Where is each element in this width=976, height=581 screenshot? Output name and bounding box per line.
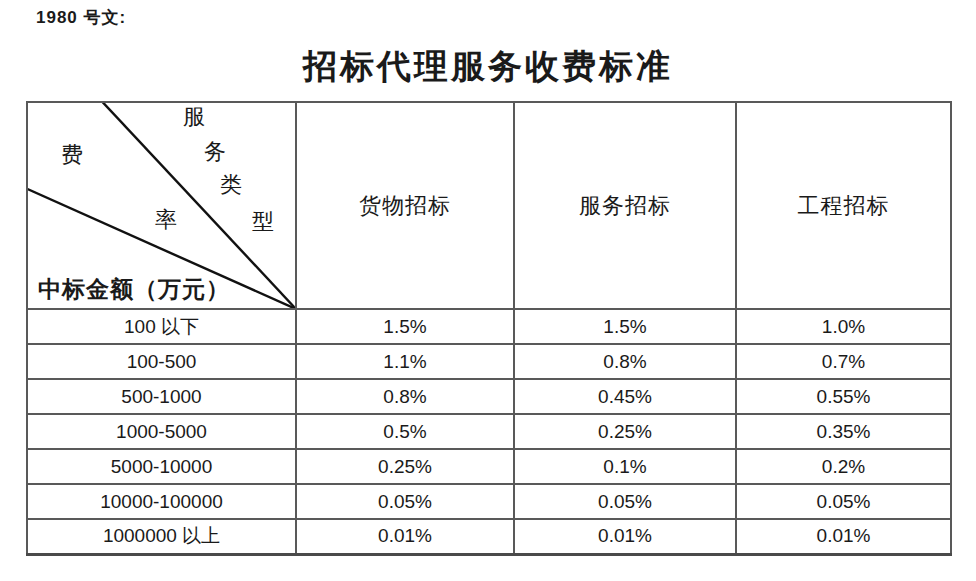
column-header-engineering: 工程招标 [736, 102, 951, 309]
page-title: 招标代理服务收费标准 [0, 44, 976, 90]
rate-cell-engineering: 0.7% [736, 344, 951, 379]
amount-cell: 1000000 以上 [27, 519, 296, 554]
rate-cell-services: 0.1% [514, 449, 736, 484]
amount-cell: 100-500 [27, 344, 296, 379]
rate-cell-services: 0.01% [514, 519, 736, 554]
rate-cell-engineering: 0.05% [736, 484, 951, 519]
rate-cell-services: 0.45% [514, 379, 736, 414]
rate-cell-goods: 0.01% [296, 519, 514, 554]
corner-type-char: 类 [219, 173, 243, 197]
table-row: 1000-5000 0.5% 0.25% 0.35% [27, 414, 951, 449]
corner-amount-label: 中标金额（万元） [38, 274, 230, 305]
table-row: 5000-10000 0.25% 0.1% 0.2% [27, 449, 951, 484]
rate-cell-goods: 1.5% [296, 309, 514, 344]
corner-type-char: 型 [251, 210, 275, 234]
amount-cell: 5000-10000 [27, 449, 296, 484]
table-row: 10000-100000 0.05% 0.05% 0.05% [27, 484, 951, 519]
column-header-services: 服务招标 [514, 102, 736, 309]
amount-cell: 100 以下 [27, 309, 296, 344]
corner-type-char: 服 [182, 105, 206, 129]
rate-cell-services: 0.05% [514, 484, 736, 519]
table-row: 1000000 以上 0.01% 0.01% 0.01% [27, 519, 951, 554]
table-corner-cell: 服 务 类 型 费 率 中标金额（万元） [27, 102, 296, 309]
rate-cell-engineering: 0.01% [736, 519, 951, 554]
rate-cell-engineering: 0.55% [736, 379, 951, 414]
rate-cell-engineering: 1.0% [736, 309, 951, 344]
rate-cell-goods: 0.05% [296, 484, 514, 519]
document-page: 1980 号文: 招标代理服务收费标准 服 务 类 型 费 [0, 0, 976, 581]
rate-cell-services: 1.5% [514, 309, 736, 344]
table-row: 100 以下 1.5% 1.5% 1.0% [27, 309, 951, 344]
doc-number-label: 1980 号文: [36, 6, 126, 29]
column-header-goods: 货物招标 [296, 102, 514, 309]
table-row: 100-500 1.1% 0.8% 0.7% [27, 344, 951, 379]
corner-fee-char: 费 [60, 143, 84, 167]
fee-table: 服 务 类 型 费 率 中标金额（万元） 货物招标 服务招标 工程招标 100 … [26, 101, 952, 556]
rate-cell-goods: 0.8% [296, 379, 514, 414]
amount-cell: 10000-100000 [27, 484, 296, 519]
rate-cell-goods: 1.1% [296, 344, 514, 379]
rate-cell-services: 0.8% [514, 344, 736, 379]
table-header-row: 服 务 类 型 费 率 中标金额（万元） 货物招标 服务招标 工程招标 [27, 102, 951, 309]
corner-type-char: 务 [203, 140, 227, 164]
rate-cell-services: 0.25% [514, 414, 736, 449]
table-row: 500-1000 0.8% 0.45% 0.55% [27, 379, 951, 414]
rate-cell-engineering: 0.35% [736, 414, 951, 449]
amount-cell: 1000-5000 [27, 414, 296, 449]
rate-cell-engineering: 0.2% [736, 449, 951, 484]
amount-cell: 500-1000 [27, 379, 296, 414]
rate-cell-goods: 0.5% [296, 414, 514, 449]
corner-fee-char: 率 [154, 208, 178, 232]
rate-cell-goods: 0.25% [296, 449, 514, 484]
